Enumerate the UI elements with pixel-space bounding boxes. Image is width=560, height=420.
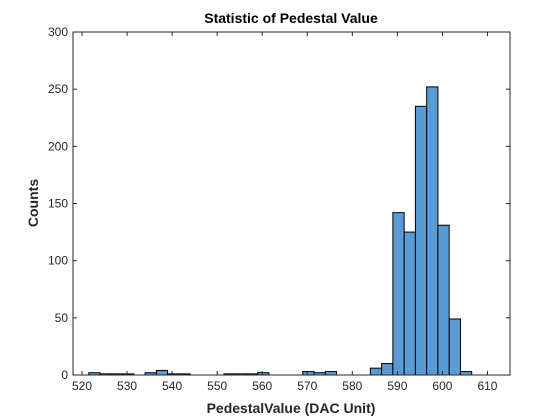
- y-tick-label: 50: [55, 311, 69, 325]
- histogram-bar: [155, 369, 169, 376]
- y-tick-label: 100: [48, 254, 68, 268]
- y-tick-label: 300: [48, 25, 68, 39]
- x-tick-label: 580: [342, 379, 362, 393]
- y-tick-label: 250: [48, 82, 68, 96]
- y-tick-label: 150: [48, 197, 68, 211]
- y-axis-ticks: 0 50 100 150 200 250 300: [48, 25, 510, 382]
- x-tick-label: 550: [207, 379, 227, 393]
- y-tick-label: 200: [48, 139, 68, 153]
- histogram-bar: [369, 367, 383, 376]
- y-axis-label: Counts: [25, 179, 41, 227]
- histogram-bar: [381, 363, 394, 376]
- chart-title: Statistic of Pedestal Value: [204, 10, 378, 26]
- x-tick-label: 530: [117, 379, 137, 393]
- x-tick-label: 610: [477, 379, 497, 393]
- histogram-bar: [437, 224, 450, 376]
- x-axis-ticks: 520 530 540 550 560 570 580 590 600 610: [72, 32, 498, 393]
- histogram-bar: [459, 371, 473, 376]
- x-tick-label: 570: [297, 379, 317, 393]
- y-tick-label: 0: [61, 368, 68, 382]
- x-tick-label: 560: [252, 379, 272, 393]
- histogram-bar: [403, 231, 416, 376]
- x-tick-label: 600: [432, 379, 452, 393]
- histogram-bar: [414, 105, 428, 376]
- histogram-bar: [426, 86, 439, 376]
- x-tick-label: 540: [162, 379, 182, 393]
- histogram-bar: [324, 371, 338, 376]
- histogram-bar: [302, 371, 315, 376]
- x-axis-label: PedestalValue (DAC Unit): [207, 400, 376, 416]
- x-tick-label: 520: [72, 379, 92, 393]
- histogram-bar: [448, 318, 461, 376]
- histogram-bar: [392, 212, 405, 376]
- x-tick-label: 590: [387, 379, 407, 393]
